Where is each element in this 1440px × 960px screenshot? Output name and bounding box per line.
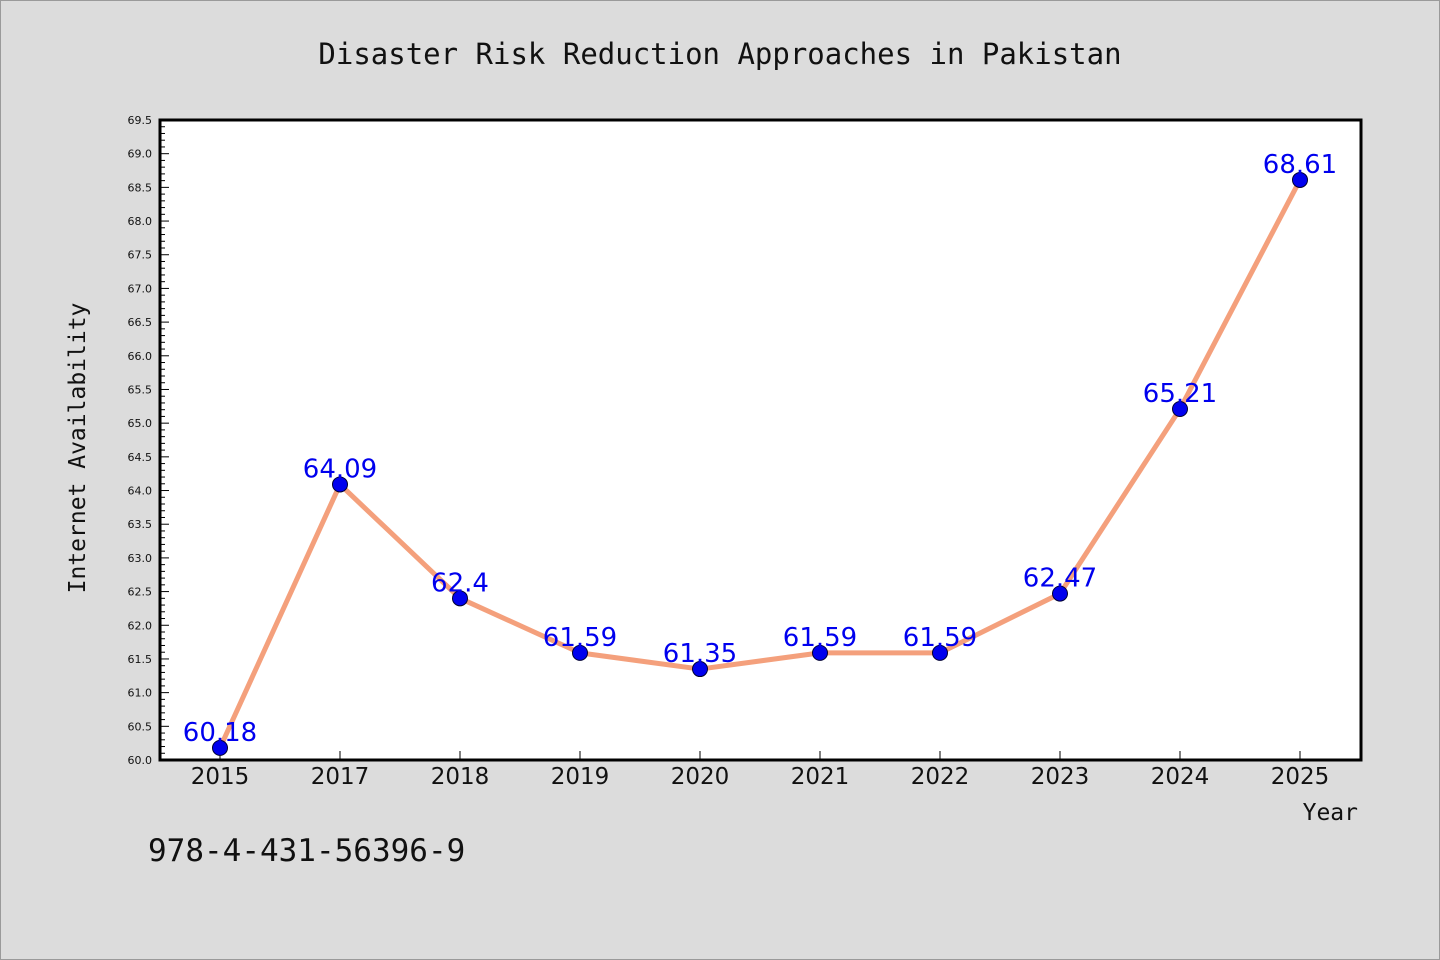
series-line	[217, 177, 1303, 751]
data-point	[692, 661, 708, 678]
y-tick-label: 64.5	[128, 451, 153, 464]
x-tick-label: 2025	[1271, 764, 1330, 790]
x-axis: 2015 2017 2018 2019 2020 2021 2022 2023 2024 2025	[191, 751, 1330, 790]
y-tick-label: 60.0	[128, 754, 153, 767]
x-tick-label: 2015	[191, 764, 250, 790]
x-tick-label: 2021	[791, 764, 850, 790]
y-tick-label: 66.0	[128, 350, 153, 363]
data-label: 65.21	[1143, 379, 1217, 409]
y-axis: 60.0 60.5 61.0 61.5 62.0 62.5 63.0 63.5 64.0 64.5…	[128, 114, 169, 767]
y-tick-label: 65.0	[128, 417, 153, 430]
data-point	[452, 590, 468, 607]
data-point	[932, 644, 948, 661]
series-layer: 60.18 64.09 62.4 61.59 61.35 61.59 61.59 62.47 6…	[183, 150, 1337, 756]
y-tick-label: 64.0	[128, 485, 153, 498]
x-axis-label: Year	[1303, 800, 1358, 826]
data-label: 68.61	[1263, 150, 1337, 180]
y-tick-label: 67.5	[128, 249, 153, 262]
data-label: 62.47	[1023, 564, 1097, 594]
y-tick-label: 68.0	[128, 215, 153, 228]
data-point	[1172, 401, 1188, 418]
data-label: 61.59	[543, 623, 617, 653]
y-tick-label: 68.5	[128, 181, 153, 194]
data-label: 61.35	[663, 639, 737, 669]
data-label: 62.4	[431, 568, 489, 598]
footnote-isbn: 978-4-431-56396-9	[148, 833, 466, 869]
data-label: 60.18	[183, 718, 257, 748]
x-tick-label: 2023	[1031, 764, 1090, 790]
y-tick-label: 66.5	[128, 316, 153, 329]
y-tick-label: 67.0	[128, 282, 153, 295]
y-tick-label: 69.5	[128, 114, 153, 127]
y-tick-label: 63.5	[128, 518, 153, 531]
data-label: 64.09	[303, 454, 377, 484]
y-tick-label: 69.0	[128, 148, 153, 161]
x-tick-label: 2019	[551, 764, 610, 790]
x-tick-label: 2022	[911, 764, 970, 790]
x-tick-label: 2024	[1151, 764, 1210, 790]
plot-area	[158, 118, 1363, 762]
y-tick-label: 60.5	[128, 720, 153, 733]
data-label: 61.59	[903, 623, 977, 653]
data-point	[572, 644, 588, 661]
data-point	[212, 739, 228, 756]
x-tick-label: 2017	[311, 764, 370, 790]
y-tick-label: 61.5	[128, 653, 153, 666]
y-tick-label: 63.0	[128, 552, 153, 565]
data-point	[1292, 171, 1308, 188]
y-tick-label: 62.5	[128, 586, 153, 599]
y-tick-label: 62.0	[128, 619, 153, 632]
data-point	[332, 476, 348, 493]
data-point	[1052, 585, 1068, 602]
data-point	[812, 644, 828, 661]
chart-title: Disaster Risk Reduction Approaches in Pa…	[318, 37, 1121, 71]
x-tick-label: 2018	[431, 764, 490, 790]
y-tick-label: 61.0	[128, 687, 153, 700]
data-label: 61.59	[783, 623, 857, 653]
y-tick-label: 65.5	[128, 383, 153, 396]
x-tick-label: 2020	[671, 764, 730, 790]
y-axis-label: Internet Availability	[65, 303, 91, 594]
